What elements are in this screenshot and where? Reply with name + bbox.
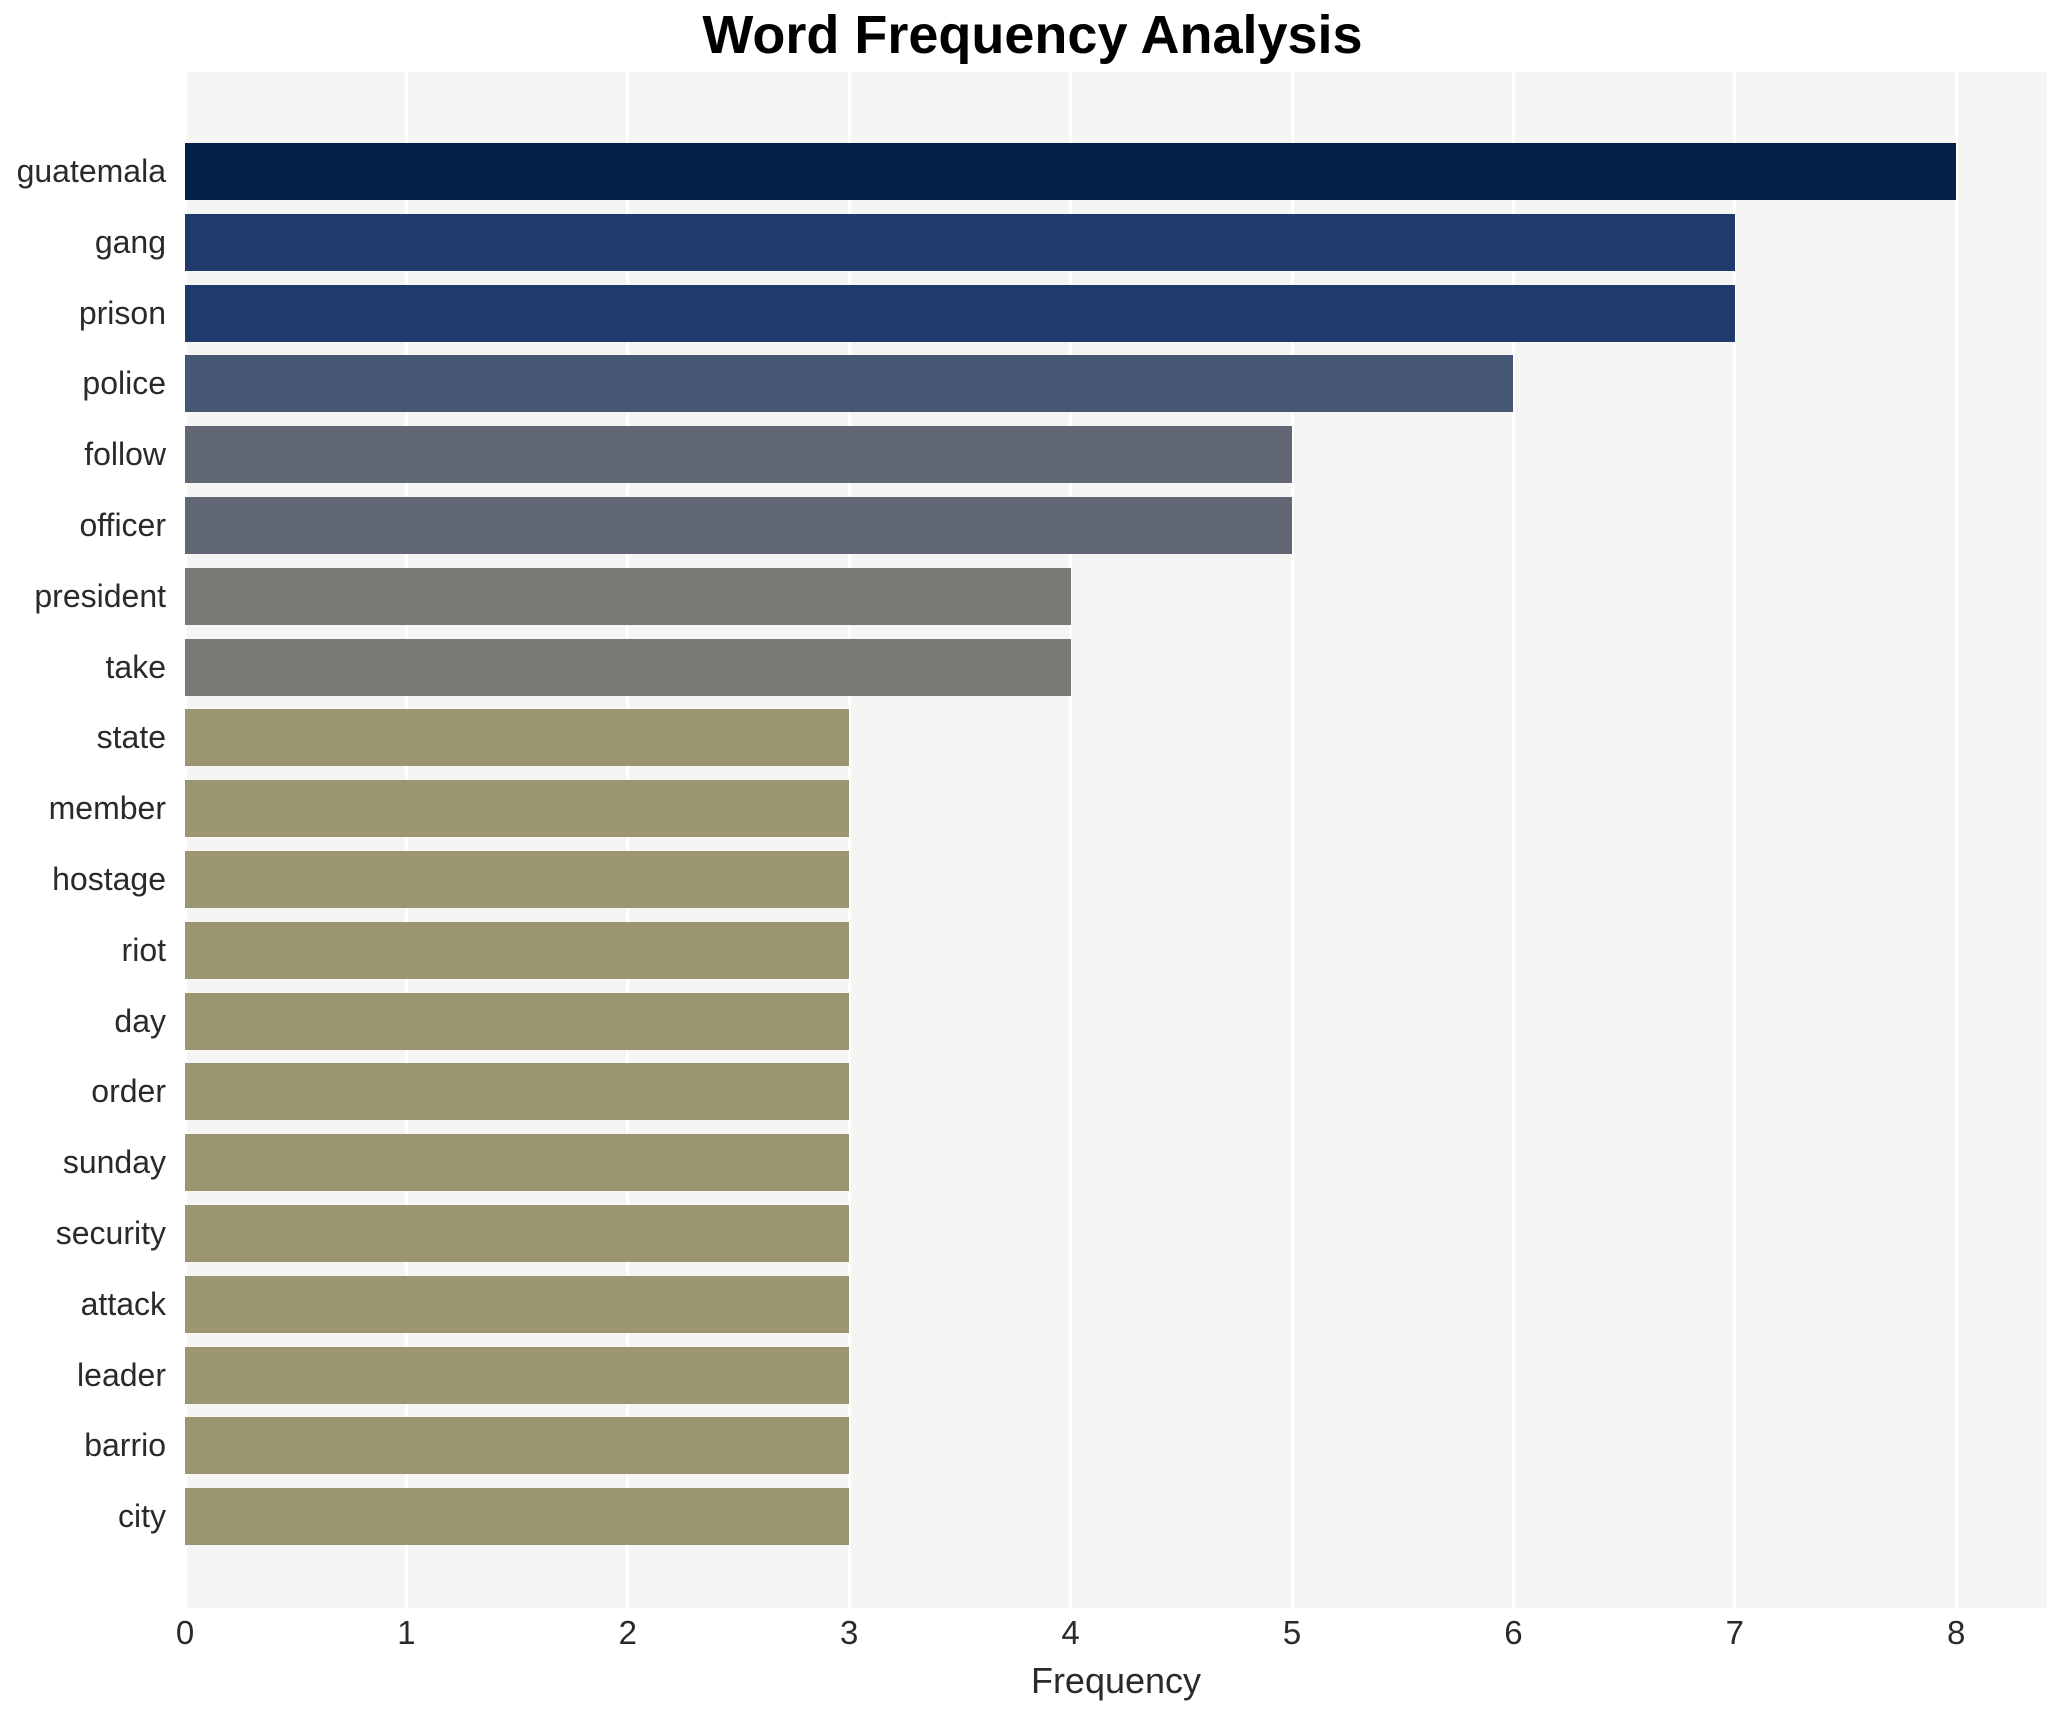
- chart-title: Word Frequency Analysis: [702, 5, 1363, 65]
- bar-prison: [185, 285, 1735, 342]
- x-tick-5: 5: [1282, 1614, 1302, 1651]
- x-tick-2: 2: [618, 1614, 637, 1651]
- gridline-x-2: [626, 72, 630, 1608]
- gridline-x-0: [183, 72, 187, 1608]
- bar-day: [185, 993, 849, 1050]
- y-label-day: day: [114, 1003, 166, 1039]
- y-label-city: city: [118, 1498, 166, 1534]
- y-label-hostage: hostage: [52, 861, 166, 897]
- y-label-police: police: [82, 365, 166, 401]
- bar-leader: [185, 1347, 849, 1404]
- y-label-gang: gang: [94, 224, 166, 260]
- bar-sunday: [185, 1134, 849, 1191]
- gridline-x-1: [404, 72, 408, 1608]
- bar-order: [185, 1063, 849, 1120]
- x-tick-4: 4: [1061, 1614, 1080, 1651]
- y-label-state: state: [96, 719, 166, 755]
- bar-attack: [185, 1276, 849, 1333]
- bar-president: [185, 568, 1071, 625]
- bar-officer: [185, 497, 1292, 554]
- x-axis-title: Frequency: [1030, 1660, 1202, 1701]
- y-label-sunday: sunday: [62, 1144, 166, 1180]
- bar-member: [185, 780, 849, 837]
- bar-guatemala: [185, 143, 1956, 200]
- bar-security: [185, 1205, 849, 1262]
- gridline-x-4: [1069, 72, 1073, 1608]
- bar-hostage: [185, 851, 849, 908]
- bar-follow: [185, 426, 1292, 483]
- x-tick-7: 7: [1725, 1614, 1744, 1651]
- y-label-president: president: [34, 578, 166, 614]
- y-label-follow: follow: [84, 436, 166, 472]
- y-label-guatemala: guatemala: [16, 153, 166, 189]
- x-tick-1: 1: [397, 1614, 416, 1651]
- y-label-barrio: barrio: [84, 1427, 166, 1463]
- y-label-take: take: [105, 649, 166, 685]
- y-label-leader: leader: [77, 1357, 166, 1393]
- gridline-x-5: [1290, 72, 1294, 1608]
- y-label-security: security: [55, 1215, 166, 1251]
- y-label-prison: prison: [78, 295, 166, 331]
- gridline-x-6: [1511, 72, 1515, 1608]
- bar-riot: [185, 922, 849, 979]
- plot-area: [183, 72, 2047, 1608]
- gridline-x-8: [1954, 72, 1958, 1608]
- y-axis-category-labels: guatemala gang prison police follow officer pr…: [0, 72, 166, 1608]
- y-label-member: member: [48, 790, 166, 826]
- x-tick-3: 3: [840, 1614, 859, 1651]
- y-label-order: order: [91, 1073, 166, 1109]
- bar-gang: [185, 214, 1735, 271]
- x-tick-6: 6: [1504, 1614, 1523, 1651]
- bar-take: [185, 639, 1071, 696]
- gridline-x-7: [1733, 72, 1737, 1608]
- y-label-attack: attack: [80, 1286, 166, 1322]
- x-tick-0: 0: [175, 1614, 195, 1651]
- bar-barrio: [185, 1417, 849, 1474]
- bar-state: [185, 709, 849, 766]
- y-label-riot: riot: [121, 932, 166, 968]
- gridline-x-3: [847, 72, 851, 1608]
- x-tick-8: 8: [1947, 1614, 1966, 1651]
- y-label-officer: officer: [79, 507, 166, 543]
- x-axis-tick-labels: 0 1 2 3 4 5 6 7 8: [176, 1614, 2047, 1656]
- bar-city: [185, 1488, 849, 1545]
- bar-police: [185, 355, 1513, 412]
